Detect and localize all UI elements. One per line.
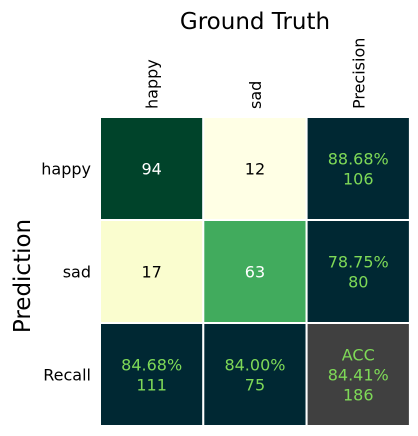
cell-value-label: 88.68% bbox=[328, 150, 389, 169]
column-tick-label: sad bbox=[246, 81, 265, 109]
cell-value-label: ACC bbox=[342, 346, 375, 365]
row-labels: happy sad Recall bbox=[41, 160, 91, 385]
row-tick-label: Recall bbox=[43, 366, 91, 385]
heatmap-cell bbox=[305, 322, 411, 427]
cell-value-label: 84.68% bbox=[121, 356, 182, 375]
heatmap-cells: 94 12 88.68%106 17 63 78.75%80 84.68%111 84.00%… bbox=[99, 116, 411, 427]
heatmap-cell bbox=[99, 322, 205, 427]
column-labels: happy sad Precision bbox=[143, 38, 369, 109]
cell-value-label: 106 bbox=[343, 170, 374, 189]
heatmap-cell bbox=[305, 219, 411, 324]
cell-value-label: 186 bbox=[343, 386, 374, 405]
heatmap-cell bbox=[99, 116, 205, 221]
column-tick-label: happy bbox=[143, 59, 162, 109]
cell-value-label: 17 bbox=[141, 263, 161, 282]
column-tick-label: Precision bbox=[349, 38, 368, 109]
cell-value-label: 111 bbox=[136, 376, 167, 395]
cell-value-label: 78.75% bbox=[328, 253, 389, 272]
cell-value-label: 80 bbox=[348, 273, 368, 292]
heatmap-cell bbox=[202, 322, 308, 427]
row-tick-label: sad bbox=[63, 263, 91, 282]
chart-title: Ground Truth bbox=[180, 9, 330, 35]
cell-value-label: 94 bbox=[141, 160, 161, 179]
heatmap-cell bbox=[99, 219, 205, 324]
heatmap-cell bbox=[202, 116, 308, 221]
cell-value-label: 84.00% bbox=[224, 356, 285, 375]
y-axis-label: Prediction bbox=[10, 219, 36, 333]
cell-value-label: 75 bbox=[245, 376, 265, 395]
row-tick-label: happy bbox=[41, 160, 91, 179]
heatmap-cell bbox=[305, 116, 411, 221]
cell-value-label: 12 bbox=[245, 160, 265, 179]
cell-value-label: 84.41% bbox=[328, 366, 389, 385]
cell-value-label: 63 bbox=[245, 263, 265, 282]
